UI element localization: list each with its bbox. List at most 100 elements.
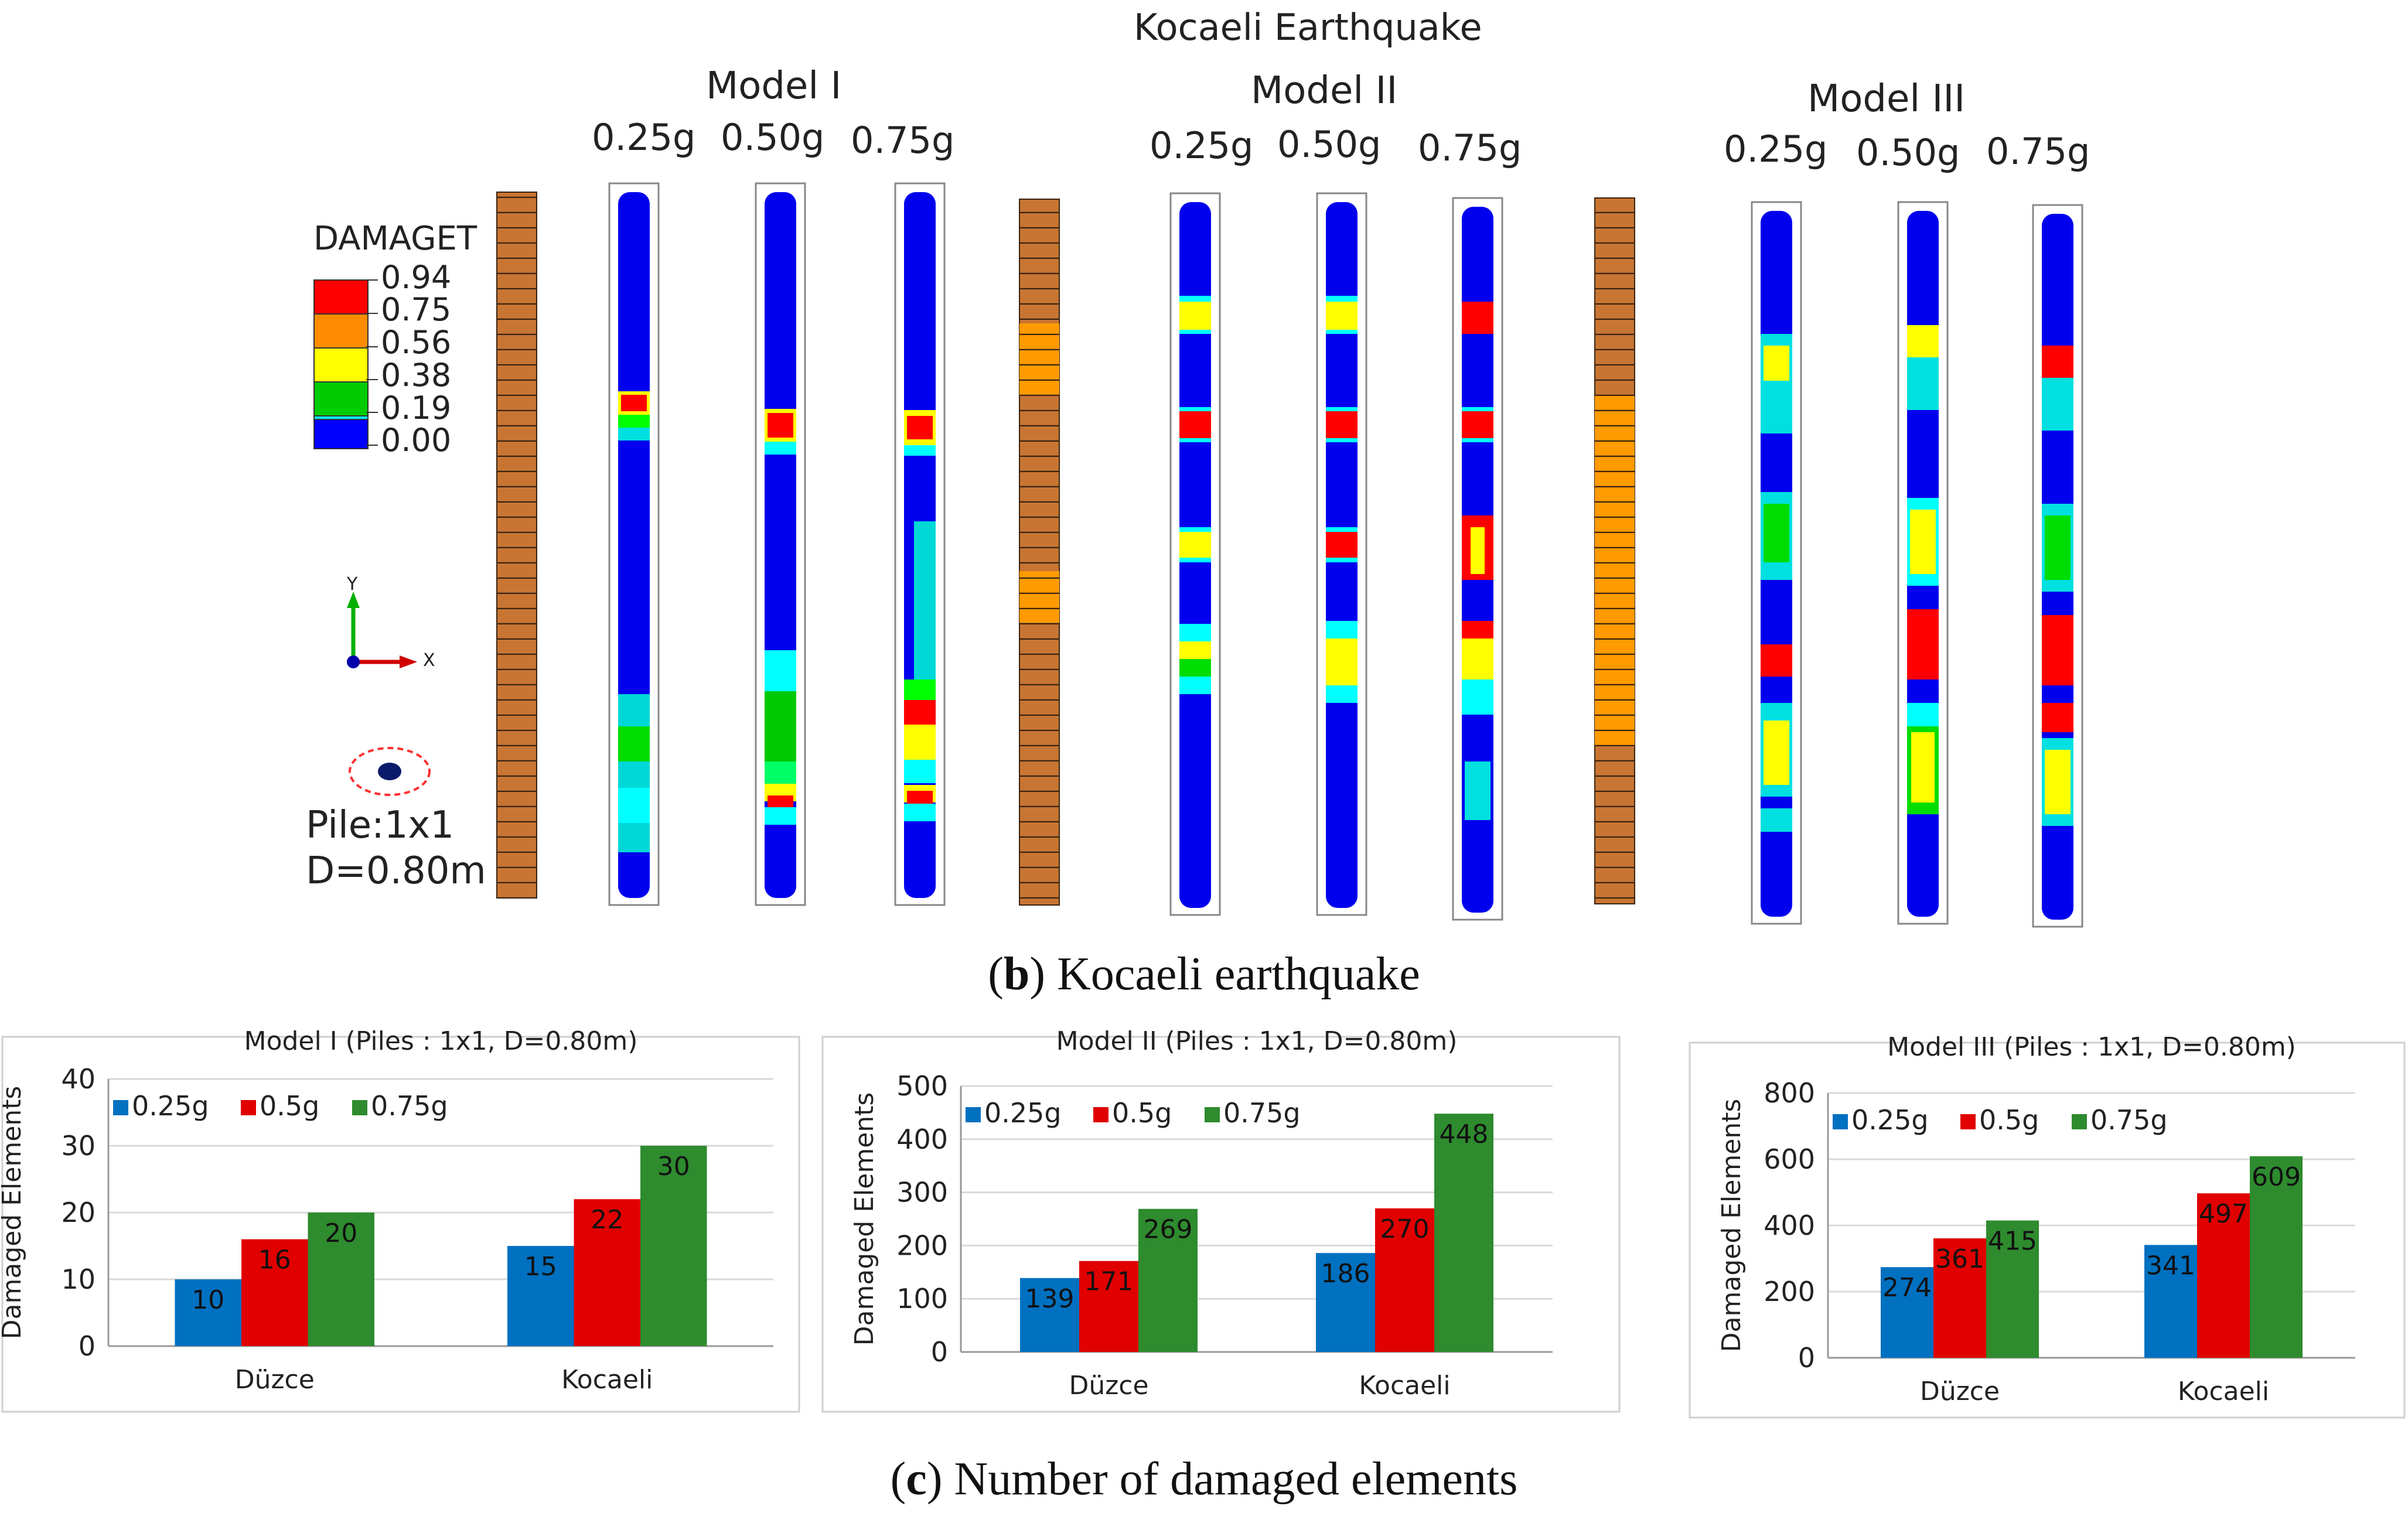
data-label: 20 bbox=[325, 1218, 357, 1248]
caption-c-text: ) Number of damaged elements bbox=[926, 1453, 1518, 1505]
data-label: 171 bbox=[1084, 1267, 1134, 1297]
damage-legend bbox=[313, 279, 369, 449]
legend-label: 0.5g bbox=[1112, 1097, 1172, 1129]
pile-model3-025g bbox=[1751, 201, 1802, 925]
legend-value-2: 0.75 bbox=[381, 291, 452, 328]
legend-label: 0.5g bbox=[1979, 1104, 2039, 1136]
bar-0.5g-Düzce bbox=[1079, 1261, 1138, 1352]
legend-value-5: 0.19 bbox=[381, 390, 452, 426]
model-2-title: Model II bbox=[1251, 69, 1398, 112]
data-label: 270 bbox=[1380, 1214, 1430, 1244]
y-tick-label: 300 bbox=[896, 1177, 948, 1208]
x-category-label: Kocaeli bbox=[561, 1365, 653, 1395]
pile-model2-050g bbox=[1316, 192, 1367, 916]
soil-column-model-2 bbox=[1019, 199, 1060, 906]
x-category-label: Kocaeli bbox=[2178, 1377, 2269, 1406]
bar-0.75g-Kocaeli bbox=[2250, 1156, 2303, 1358]
y-tick-label: 10 bbox=[61, 1264, 95, 1295]
chart-frame bbox=[1, 1036, 800, 1413]
y-axis-label: Damaged Elements bbox=[850, 1092, 879, 1346]
legend-swatch bbox=[113, 1100, 128, 1115]
x-category-label: Düzce bbox=[235, 1365, 315, 1395]
y-tick-label: 0 bbox=[931, 1336, 948, 1368]
legend-swatch-red bbox=[315, 281, 367, 315]
legend-value-6: 0.00 bbox=[381, 422, 452, 459]
legend-value-1: 0.94 bbox=[381, 259, 452, 296]
bar-0.25g-Kocaeli bbox=[2144, 1245, 2197, 1358]
bar-0.25g-Kocaeli bbox=[507, 1246, 574, 1346]
y-tick-label: 20 bbox=[61, 1197, 95, 1228]
bar-0.5g-Düzce bbox=[1933, 1238, 1986, 1358]
bar-0.25g-Düzce bbox=[1881, 1267, 1933, 1358]
chart-title: Model I (Piles : 1x1, D=0.80m) bbox=[244, 1026, 638, 1056]
y-tick-label: 0 bbox=[79, 1330, 95, 1362]
legend-label: 0.75g bbox=[2090, 1104, 2168, 1136]
data-label: 186 bbox=[1321, 1259, 1370, 1289]
data-label: 269 bbox=[1144, 1215, 1193, 1245]
model-3-level-3: 0.75g bbox=[1986, 130, 2090, 173]
y-axis-label: Damaged Elements bbox=[1717, 1099, 1747, 1353]
y-tick-label: 400 bbox=[1764, 1210, 1815, 1241]
data-label: 497 bbox=[2199, 1199, 2248, 1229]
data-label: 415 bbox=[1988, 1227, 2037, 1256]
data-label: 139 bbox=[1025, 1284, 1075, 1314]
model-1-title: Model I bbox=[706, 64, 842, 108]
bar-0.75g-Düzce bbox=[1138, 1208, 1198, 1352]
data-label: 609 bbox=[2252, 1162, 2301, 1192]
caption-c-letter: c bbox=[906, 1453, 927, 1505]
legend-swatch bbox=[1960, 1114, 1976, 1129]
model-1-level-3: 0.75g bbox=[851, 119, 955, 162]
axis-y-label: Y bbox=[347, 574, 358, 595]
data-label: 10 bbox=[192, 1285, 224, 1315]
legend-label: 0.25g bbox=[984, 1097, 1062, 1129]
pile-model3-075g bbox=[2032, 204, 2083, 928]
bar-0.5g-Kocaeli bbox=[574, 1199, 640, 1346]
bar-0.5g-Kocaeli bbox=[1375, 1208, 1434, 1352]
model-1-level-1: 0.25g bbox=[592, 116, 696, 159]
model-3-level-1: 0.25g bbox=[1724, 128, 1828, 170]
bar-0.75g-Düzce bbox=[308, 1213, 374, 1346]
caption-b-letter: b bbox=[1003, 948, 1030, 1000]
legend-label: 0.25g bbox=[132, 1090, 209, 1122]
legend-swatch bbox=[352, 1100, 367, 1115]
legend-swatch bbox=[241, 1100, 256, 1115]
legend-swatch bbox=[1093, 1107, 1109, 1122]
x-category-label: Düzce bbox=[1920, 1377, 2000, 1406]
legend-label: 0.5g bbox=[260, 1090, 319, 1122]
model-2-level-1: 0.25g bbox=[1150, 124, 1254, 167]
legend-label: 0.25g bbox=[1851, 1104, 1929, 1136]
pile-model3-050g bbox=[1897, 201, 1949, 925]
bar-chart-model-2: Model II (Piles : 1x1, D=0.80m) 0 100 200 30… bbox=[821, 1026, 1621, 1413]
legend-label: 0.75g bbox=[1223, 1097, 1301, 1129]
axis-x-label: X bbox=[423, 650, 435, 671]
bar-chart-model-1: Model I (Piles : 1x1, D=0.80m) 0 10 20 30 40 D… bbox=[0, 1026, 800, 1413]
model-2-level-3: 0.75g bbox=[1418, 127, 1522, 169]
bar-0.5g-Kocaeli bbox=[2197, 1193, 2250, 1358]
data-label: 22 bbox=[591, 1205, 623, 1235]
pile-info-line1: Pile:1x1 bbox=[306, 804, 454, 847]
data-label: 16 bbox=[258, 1245, 291, 1275]
bar-0.25g-Düzce bbox=[1020, 1278, 1079, 1352]
legend-swatch-orange bbox=[315, 315, 367, 349]
bar-chart-model-3: Model III (Piles : 1x1, D=0.80m) 0 200 400 6… bbox=[1689, 1032, 2406, 1419]
bar-0.25g-Kocaeli bbox=[1316, 1253, 1375, 1352]
chart-frame bbox=[821, 1036, 1621, 1413]
soil-column-model-1 bbox=[496, 192, 537, 899]
y-tick-label: 200 bbox=[1764, 1276, 1815, 1307]
bar-0.25g-Düzce bbox=[175, 1279, 241, 1346]
pile-info-line2: D=0.80m bbox=[306, 849, 486, 893]
pile-model1-025g bbox=[608, 182, 660, 906]
pile-model2-025g bbox=[1169, 192, 1221, 916]
y-tick-label: 200 bbox=[896, 1230, 948, 1261]
legend-swatch-blue bbox=[313, 419, 369, 449]
soil-column-model-3 bbox=[1594, 197, 1635, 904]
caption-b: (b) Kocaeli earthquake bbox=[988, 948, 1420, 1000]
legend-swatch-green bbox=[315, 383, 367, 416]
legend-ticks bbox=[366, 279, 378, 446]
bar-0.75g-Kocaeli bbox=[640, 1146, 707, 1346]
data-label: 341 bbox=[2146, 1251, 2195, 1280]
model-3-title: Model III bbox=[1807, 77, 1966, 121]
data-label: 15 bbox=[524, 1252, 557, 1282]
y-tick-label: 40 bbox=[61, 1063, 95, 1095]
y-tick-label: 500 bbox=[896, 1070, 948, 1102]
